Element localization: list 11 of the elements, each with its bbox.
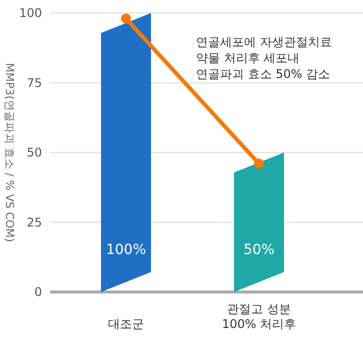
y-axis-title: MMP3(연골파괴 효소 / % VS COM) <box>3 62 16 242</box>
annotation: 연골세포에 자생관절치료 약물 처리후 세포내 연골파괴 효소 50% 감소 <box>196 35 332 81</box>
y-tick-label: 100 <box>19 6 42 20</box>
y-tick-label: 0 <box>34 285 42 300</box>
x-tick-label: 관절고 성분 100% 처리후 <box>222 302 296 331</box>
data-label: 50% <box>243 242 275 258</box>
y-tick-label: 25 <box>26 215 42 230</box>
data-label: 100% <box>106 242 146 258</box>
y-tick-label: 50 <box>26 146 42 160</box>
y-tick-label: 75 <box>26 76 42 90</box>
x-tick-label: 대조군 <box>108 317 144 331</box>
